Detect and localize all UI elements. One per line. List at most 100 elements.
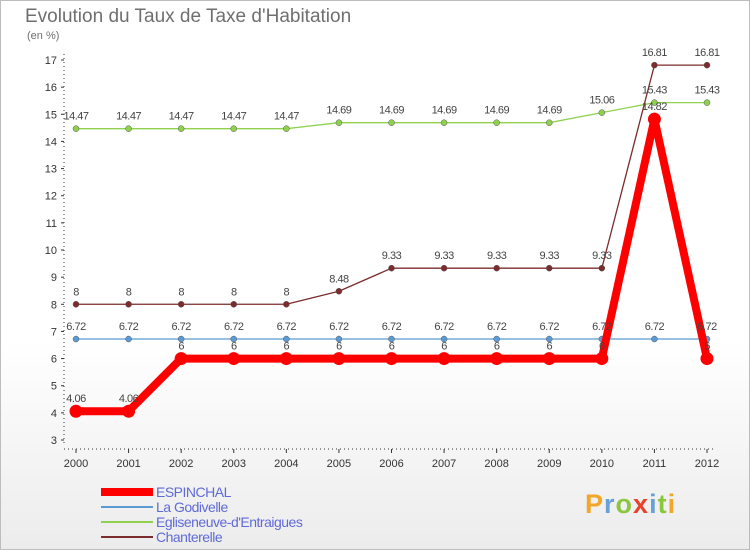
data-label-espinchal: 4.06 — [119, 393, 139, 405]
data-label-egliseneuve-d-entraigues: 14.47 — [63, 111, 88, 123]
y-tick-label: 13 — [45, 164, 57, 176]
data-label-chanterelle: 8.48 — [329, 273, 349, 285]
y-tick-label: 14 — [45, 136, 57, 148]
data-label-chanterelle: 16.81 — [642, 47, 667, 59]
data-point-chanterelle — [72, 301, 80, 308]
data-point-egliseneuve-d-entraigues — [388, 119, 395, 126]
data-point-chanterelle — [125, 301, 132, 308]
data-label-egliseneuve-d-entraigues: 14.47 — [169, 111, 194, 123]
data-label-egliseneuve-d-entraigues: 15.43 — [642, 85, 667, 97]
data-point-chanterelle — [598, 264, 606, 272]
data-point-la-godivelle — [283, 335, 290, 343]
y-tick-label: 4 — [51, 408, 57, 420]
legend-label: Chanterelle — [156, 529, 223, 545]
data-point-espinchal — [542, 352, 556, 366]
data-label-la-godivelle: 6.72 — [434, 321, 454, 333]
data-label-espinchal: 6 — [336, 341, 342, 353]
data-point-la-godivelle — [651, 335, 658, 343]
legend-label: La Godivelle — [156, 499, 228, 515]
data-label-la-godivelle: 6.72 — [119, 321, 139, 333]
legend-label: Egliseneuve-d'Entraigues — [156, 514, 303, 530]
data-label-chanterelle: 9.33 — [487, 250, 507, 262]
data-label-espinchal: 6 — [284, 341, 290, 353]
data-point-la-godivelle — [546, 335, 553, 343]
y-tick-label: 12 — [45, 191, 57, 203]
data-point-espinchal — [279, 352, 293, 366]
logo-letter: P — [585, 489, 605, 519]
data-label-espinchal: 6 — [231, 341, 237, 353]
x-tick-label: 2008 — [484, 458, 508, 470]
legend-item-egliseneuve-d-entraigues: Egliseneuve-d'Entraigues — [101, 514, 461, 530]
logo-letter: i — [667, 489, 677, 519]
data-label-espinchal: 6 — [389, 341, 395, 353]
data-label-la-godivelle: 6.72 — [592, 321, 612, 333]
data-point-chanterelle — [177, 301, 185, 308]
logo-letter: x — [633, 489, 650, 519]
data-point-espinchal — [647, 112, 661, 126]
data-point-egliseneuve-d-entraigues — [230, 125, 237, 132]
data-label-espinchal: 6 — [704, 341, 710, 353]
legend-item-la-godivelle: La Godivelle — [101, 499, 461, 515]
data-label-espinchal: 4.06 — [66, 393, 86, 405]
data-point-espinchal — [490, 352, 504, 366]
data-label-espinchal: 14.82 — [642, 101, 667, 113]
chart-title: Evolution du Taux de Taxe d'Habitation — [25, 6, 352, 27]
data-point-la-godivelle — [177, 335, 185, 343]
data-label-egliseneuve-d-entraigues: 14.69 — [484, 105, 509, 117]
legend-swatch — [101, 488, 153, 496]
data-label-chanterelle: 9.33 — [434, 250, 454, 262]
data-label-chanterelle: 9.33 — [382, 250, 402, 262]
x-tick-label: 2005 — [327, 458, 351, 470]
logo-letter: o — [615, 489, 634, 519]
legend: ESPINCHAL La Godivelle Egliseneuve-d'Entra… — [101, 484, 461, 545]
data-point-chanterelle — [703, 61, 711, 69]
data-label-espinchal: 6 — [441, 341, 447, 353]
data-label-chanterelle: 8 — [284, 286, 290, 298]
legend-swatch — [101, 506, 153, 508]
data-label-egliseneuve-d-entraigues: 14.69 — [432, 105, 457, 117]
data-point-egliseneuve-d-entraigues — [125, 125, 132, 132]
data-label-espinchal: 6 — [494, 341, 500, 353]
y-tick-label: 7 — [51, 326, 57, 338]
y-tick-label: 5 — [51, 381, 57, 393]
data-label-chanterelle: 9.33 — [540, 250, 560, 262]
x-tick-label: 2007 — [432, 458, 456, 470]
data-point-egliseneuve-d-entraigues — [283, 125, 290, 132]
y-tick-label: 15 — [45, 109, 57, 121]
legend-swatch — [101, 536, 153, 538]
data-point-chanterelle — [283, 301, 290, 308]
x-tick-label: 2003 — [222, 458, 246, 470]
x-tick-label: 2000 — [64, 458, 88, 470]
data-label-egliseneuve-d-entraigues: 14.69 — [537, 105, 562, 117]
data-label-la-godivelle: 6.72 — [171, 321, 191, 333]
proxiti-logo: Proxiti — [585, 489, 676, 520]
data-label-chanterelle: 8 — [73, 286, 79, 298]
data-label-egliseneuve-d-entraigues: 14.69 — [379, 105, 404, 117]
data-label-egliseneuve-d-entraigues: 15.06 — [589, 95, 614, 107]
y-tick-label: 3 — [51, 435, 57, 447]
legend-swatch — [101, 521, 153, 523]
data-point-espinchal — [385, 352, 398, 366]
y-tick-label: 8 — [51, 299, 57, 311]
data-label-egliseneuve-d-entraigues: 14.47 — [221, 111, 246, 123]
data-label-chanterelle: 9.33 — [592, 250, 612, 262]
data-point-chanterelle — [546, 264, 553, 272]
data-point-espinchal — [332, 352, 346, 366]
data-point-egliseneuve-d-entraigues — [493, 119, 500, 126]
data-point-espinchal — [227, 352, 241, 366]
logo-letter: r — [604, 489, 616, 519]
data-point-espinchal — [595, 352, 609, 366]
x-tick-label: 2002 — [169, 458, 193, 470]
data-label-la-godivelle: 6.72 — [697, 321, 717, 333]
data-point-la-godivelle — [440, 335, 448, 343]
data-point-espinchal — [174, 352, 188, 366]
x-tick-label: 2009 — [537, 458, 561, 470]
data-label-egliseneuve-d-entraigues: 14.47 — [116, 111, 141, 123]
y-tick-label: 9 — [51, 272, 57, 284]
data-point-egliseneuve-d-entraigues — [651, 99, 658, 106]
data-point-la-godivelle — [72, 335, 80, 343]
legend-item-espinchal: ESPINCHAL — [101, 484, 461, 500]
x-tick-label: 2001 — [116, 458, 140, 470]
logo-letter: i — [649, 489, 658, 519]
data-point-chanterelle — [651, 61, 658, 69]
